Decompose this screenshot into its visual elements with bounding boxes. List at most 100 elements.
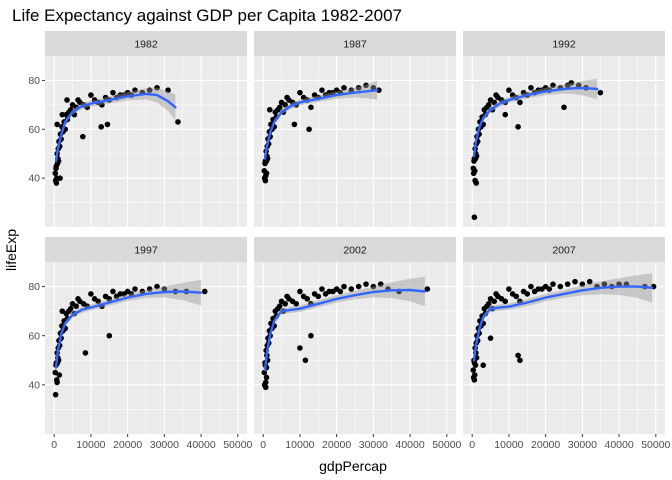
data-point bbox=[491, 99, 498, 106]
data-point bbox=[550, 281, 556, 287]
data-point bbox=[515, 352, 521, 359]
data-point bbox=[52, 369, 59, 376]
data-point bbox=[297, 288, 303, 295]
data-point bbox=[132, 87, 138, 93]
x-tick-label: 30000 bbox=[568, 439, 597, 451]
data-point bbox=[132, 286, 138, 292]
data-point bbox=[579, 281, 586, 287]
data-point bbox=[528, 283, 534, 290]
data-point bbox=[106, 296, 113, 302]
facet-panels: 1982 40 60 80 1987 1992 1997 40 60 80 0 10000 20000 3… bbox=[28, 31, 671, 451]
data-point bbox=[82, 350, 89, 356]
data-point bbox=[139, 288, 146, 295]
data-point bbox=[572, 278, 578, 285]
data-point bbox=[377, 281, 384, 287]
data-point bbox=[550, 82, 556, 89]
data-point bbox=[315, 293, 322, 300]
facet-strip-label: 1982 bbox=[134, 39, 158, 51]
data-point bbox=[297, 89, 303, 96]
x-tick-label: 20000 bbox=[322, 439, 351, 451]
data-point bbox=[56, 372, 63, 378]
data-point bbox=[263, 170, 270, 177]
data-point bbox=[128, 291, 135, 297]
data-point bbox=[341, 283, 347, 290]
data-point bbox=[513, 293, 520, 300]
facet-panel-1992: 1992 bbox=[463, 31, 665, 227]
data-point bbox=[470, 367, 477, 373]
data-point bbox=[515, 124, 521, 130]
y-axis-title: lifeExp bbox=[3, 229, 19, 271]
data-point bbox=[263, 374, 270, 381]
data-point bbox=[341, 84, 347, 91]
data-point bbox=[99, 102, 105, 108]
data-point bbox=[472, 362, 479, 369]
data-point bbox=[319, 286, 325, 292]
facet-panel-1997: 1997 40 60 80 0 10000 20000 30000 40000 50000 bbox=[28, 237, 253, 451]
data-point bbox=[52, 391, 59, 398]
data-point bbox=[106, 332, 113, 339]
y-tick-label: 40 bbox=[28, 379, 40, 391]
data-point bbox=[54, 379, 60, 386]
data-point bbox=[575, 82, 582, 89]
x-tick-label: 40000 bbox=[604, 439, 633, 451]
data-point bbox=[363, 281, 369, 287]
x-tick-label: 30000 bbox=[150, 439, 179, 451]
data-point bbox=[568, 80, 575, 86]
x-tick-label: 0 bbox=[469, 439, 475, 451]
data-point bbox=[502, 298, 509, 305]
data-point bbox=[306, 126, 312, 133]
data-points bbox=[261, 82, 382, 184]
data-point bbox=[266, 106, 273, 113]
data-point bbox=[363, 82, 369, 89]
data-point bbox=[485, 102, 492, 108]
smooth-trend-line bbox=[263, 288, 426, 372]
confidence-ribbon bbox=[56, 87, 176, 165]
data-point bbox=[282, 102, 289, 108]
facet-strip-label: 1987 bbox=[343, 39, 367, 51]
data-point bbox=[348, 286, 355, 292]
x-tick-label: 40000 bbox=[395, 439, 424, 451]
data-point bbox=[517, 99, 523, 106]
x-tick-label: 20000 bbox=[531, 439, 560, 451]
data-point bbox=[146, 87, 153, 93]
x-tick-label: 0 bbox=[51, 439, 57, 451]
data-point bbox=[88, 291, 94, 297]
data-point bbox=[601, 281, 608, 287]
chart-title: Life Expectancy against GDP per Capita 1… bbox=[12, 6, 402, 25]
x-tick-label: 50000 bbox=[641, 439, 670, 451]
y-tick-label: 40 bbox=[28, 173, 40, 185]
data-point bbox=[355, 283, 362, 290]
data-point bbox=[355, 84, 362, 91]
x-tick-label: 50000 bbox=[223, 439, 252, 451]
data-point bbox=[561, 104, 567, 111]
data-point bbox=[308, 332, 314, 339]
data-point bbox=[276, 303, 283, 310]
facet-strip-label: 2007 bbox=[552, 245, 576, 257]
data-point bbox=[80, 133, 86, 140]
data-point bbox=[165, 87, 171, 93]
x-tick-label: 30000 bbox=[359, 439, 388, 451]
data-point bbox=[304, 296, 311, 302]
data-point bbox=[98, 124, 104, 130]
data-point bbox=[104, 121, 111, 128]
x-tick-label: 0 bbox=[260, 439, 266, 451]
facet-strip bbox=[463, 31, 665, 56]
y-tick-label: 80 bbox=[28, 75, 40, 87]
data-point bbox=[485, 300, 492, 307]
data-point bbox=[201, 288, 208, 295]
data-point bbox=[491, 298, 498, 305]
data-point bbox=[276, 104, 283, 111]
data-point bbox=[291, 121, 298, 128]
data-point bbox=[471, 168, 478, 174]
data-point bbox=[376, 87, 382, 93]
data-point bbox=[59, 308, 66, 314]
smooth-trend-line bbox=[472, 285, 654, 362]
x-tick-label: 10000 bbox=[494, 439, 523, 451]
data-point bbox=[319, 87, 325, 93]
data-point bbox=[52, 170, 59, 177]
data-point bbox=[424, 286, 431, 292]
data-point bbox=[95, 298, 102, 305]
data-point bbox=[154, 84, 160, 91]
facet-strip bbox=[463, 237, 665, 262]
data-point bbox=[110, 288, 116, 295]
